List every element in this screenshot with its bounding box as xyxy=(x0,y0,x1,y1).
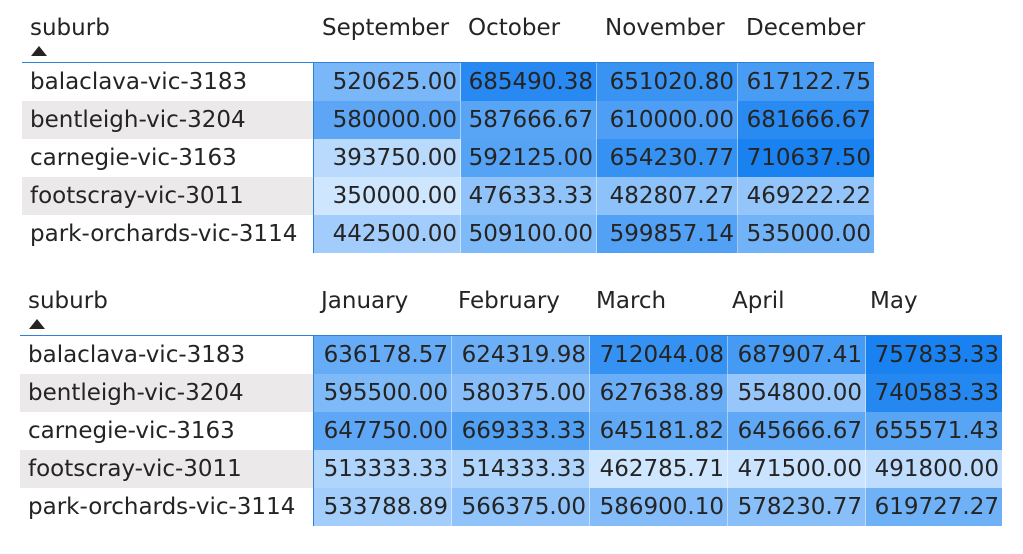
table-row: park-orchards-vic-3114 442500.00 509100.00… xyxy=(22,215,874,253)
value-cell[interactable]: 462785.71 xyxy=(590,450,728,488)
value-cell[interactable]: 595500.00 xyxy=(314,374,452,412)
value-cell[interactable]: 578230.77 xyxy=(728,488,866,526)
value-cell[interactable]: 586900.10 xyxy=(590,488,728,526)
table-row: footscray-vic-3011 350000.00 476333.33 4828… xyxy=(22,177,874,215)
table-row: carnegie-vic-3163 393750.00 592125.00 65423… xyxy=(22,139,874,177)
value-cell[interactable]: 624319.98 xyxy=(452,336,590,374)
value-cell[interactable]: 757833.33 xyxy=(866,336,1002,374)
column-header-january[interactable]: January xyxy=(321,288,409,314)
value-cell[interactable]: 669333.33 xyxy=(452,412,590,450)
value-cell[interactable]: 636178.57 xyxy=(314,336,452,374)
column-header-february[interactable]: February xyxy=(458,288,560,314)
value-cell[interactable]: 520625.00 xyxy=(314,63,461,101)
row-label[interactable]: park-orchards-vic-3114 xyxy=(20,488,314,526)
column-header-december[interactable]: December xyxy=(746,15,866,41)
value-cell[interactable]: 627638.89 xyxy=(590,374,728,412)
column-header-may[interactable]: May xyxy=(870,288,918,314)
value-cell[interactable]: 592125.00 xyxy=(461,139,597,177)
column-header-october[interactable]: October xyxy=(468,15,561,41)
table-row: park-orchards-vic-3114 533788.89 566375.00… xyxy=(20,488,1002,526)
value-cell[interactable]: 712044.08 xyxy=(590,336,728,374)
row-label[interactable]: park-orchards-vic-3114 xyxy=(22,215,314,253)
value-cell[interactable]: 655571.43 xyxy=(866,412,1002,450)
value-cell[interactable]: 587666.67 xyxy=(461,101,597,139)
row-header-suburb[interactable]: suburb xyxy=(30,15,110,41)
value-cell[interactable]: 471500.00 xyxy=(728,450,866,488)
value-cell[interactable]: 476333.33 xyxy=(461,177,597,215)
value-cell[interactable]: 687907.41 xyxy=(728,336,866,374)
row-label[interactable]: carnegie-vic-3163 xyxy=(22,139,314,177)
column-header-april[interactable]: April xyxy=(732,288,785,314)
matrix-visual-jan-may: suburb January February March April May balacl… xyxy=(20,281,1002,526)
value-cell[interactable]: 442500.00 xyxy=(314,215,461,253)
table-row: balaclava-vic-3183 636178.57 624319.98 7120… xyxy=(20,336,1002,374)
value-cell[interactable]: 685490.38 xyxy=(461,63,597,101)
table-row: carnegie-vic-3163 647750.00 669333.33 64518… xyxy=(20,412,1002,450)
value-cell[interactable]: 513333.33 xyxy=(314,450,452,488)
value-cell[interactable]: 610000.00 xyxy=(597,101,738,139)
column-header-row: suburb January February March April May xyxy=(20,281,1002,336)
row-label[interactable]: footscray-vic-3011 xyxy=(20,450,314,488)
row-label[interactable]: balaclava-vic-3183 xyxy=(20,336,314,374)
value-cell[interactable]: 509100.00 xyxy=(461,215,597,253)
value-cell[interactable]: 393750.00 xyxy=(314,139,461,177)
value-cell[interactable]: 645181.82 xyxy=(590,412,728,450)
column-header-september[interactable]: September xyxy=(322,15,450,41)
sort-ascending-icon[interactable] xyxy=(31,46,47,56)
value-cell[interactable]: 533788.89 xyxy=(314,488,452,526)
column-header-row: suburb September October November December xyxy=(22,8,874,63)
row-label[interactable]: footscray-vic-3011 xyxy=(22,177,314,215)
value-cell[interactable]: 681666.67 xyxy=(738,101,874,139)
value-cell[interactable]: 651020.80 xyxy=(597,63,738,101)
column-header-march[interactable]: March xyxy=(596,288,667,314)
value-cell[interactable]: 599857.14 xyxy=(597,215,738,253)
row-label[interactable]: bentleigh-vic-3204 xyxy=(20,374,314,412)
value-cell[interactable]: 647750.00 xyxy=(314,412,452,450)
value-cell[interactable]: 482807.27 xyxy=(597,177,738,215)
table-row: balaclava-vic-3183 520625.00 685490.38 6510… xyxy=(22,63,874,101)
row-label[interactable]: balaclava-vic-3183 xyxy=(22,63,314,101)
matrix-visual-sep-dec: suburb September October November December ba… xyxy=(22,8,874,253)
value-cell[interactable]: 514333.33 xyxy=(452,450,590,488)
row-header-suburb[interactable]: suburb xyxy=(28,288,108,314)
value-cell[interactable]: 710637.50 xyxy=(738,139,874,177)
value-cell[interactable]: 554800.00 xyxy=(728,374,866,412)
value-cell[interactable]: 491800.00 xyxy=(866,450,1002,488)
value-cell[interactable]: 469222.22 xyxy=(738,177,874,215)
table-row: footscray-vic-3011 513333.33 514333.33 4627… xyxy=(20,450,1002,488)
value-cell[interactable]: 619727.27 xyxy=(866,488,1002,526)
value-cell[interactable]: 580375.00 xyxy=(452,374,590,412)
matrix-body: balaclava-vic-3183 636178.57 624319.98 7120… xyxy=(20,336,1002,526)
matrix-body: balaclava-vic-3183 520625.00 685490.38 6510… xyxy=(22,63,874,253)
sort-ascending-icon[interactable] xyxy=(29,319,45,329)
value-cell[interactable]: 654230.77 xyxy=(597,139,738,177)
column-header-november[interactable]: November xyxy=(605,15,725,41)
value-cell[interactable]: 566375.00 xyxy=(452,488,590,526)
value-cell[interactable]: 535000.00 xyxy=(738,215,874,253)
value-cell[interactable]: 645666.67 xyxy=(728,412,866,450)
row-label[interactable]: bentleigh-vic-3204 xyxy=(22,101,314,139)
table-row: bentleigh-vic-3204 580000.00 587666.67 6100… xyxy=(22,101,874,139)
value-cell[interactable]: 350000.00 xyxy=(314,177,461,215)
value-cell[interactable]: 740583.33 xyxy=(866,374,1002,412)
value-cell[interactable]: 580000.00 xyxy=(314,101,461,139)
table-row: bentleigh-vic-3204 595500.00 580375.00 6276… xyxy=(20,374,1002,412)
row-label[interactable]: carnegie-vic-3163 xyxy=(20,412,314,450)
value-cell[interactable]: 617122.75 xyxy=(738,63,874,101)
